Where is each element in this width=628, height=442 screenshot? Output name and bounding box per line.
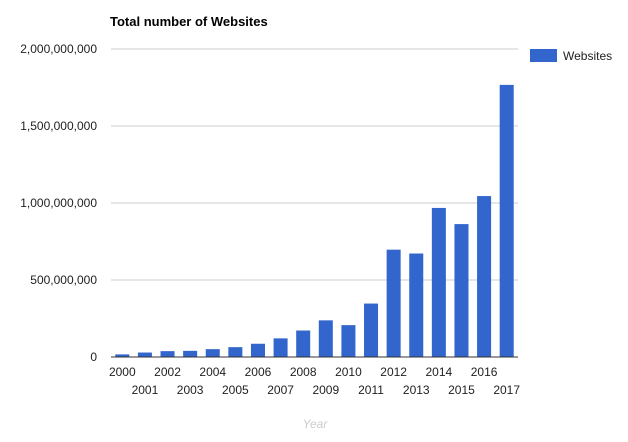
bar-2009[interactable] bbox=[318, 320, 333, 357]
bar-2010[interactable] bbox=[341, 325, 356, 357]
bar-2003[interactable] bbox=[183, 350, 198, 357]
x-tick-label: 2007 bbox=[267, 383, 294, 397]
chart-title: Total number of Websites bbox=[110, 14, 268, 29]
bar-2004[interactable] bbox=[205, 349, 220, 357]
x-tick-label: 2010 bbox=[335, 365, 362, 379]
bar-2017[interactable] bbox=[499, 84, 514, 357]
bar-2005[interactable] bbox=[228, 347, 243, 357]
x-axis-title: Year bbox=[303, 417, 329, 431]
bar-2014[interactable] bbox=[431, 207, 446, 357]
x-tick-label: 2016 bbox=[471, 365, 498, 379]
x-tick-label: 2012 bbox=[380, 365, 407, 379]
y-axis-tick-labels: 0 500,000,000 1,000,000,000 1,500,000,000 2,… bbox=[20, 42, 97, 364]
bar-2002[interactable] bbox=[160, 351, 175, 357]
x-tick-label: 2009 bbox=[312, 383, 339, 397]
y-tick-label: 0 bbox=[90, 350, 97, 364]
bar-2000[interactable] bbox=[115, 354, 130, 357]
bar-2001[interactable] bbox=[137, 352, 152, 357]
bar-2008[interactable] bbox=[296, 330, 311, 357]
x-tick-label: 2003 bbox=[177, 383, 204, 397]
x-tick-label: 2014 bbox=[426, 365, 453, 379]
y-tick-label: 1,500,000,000 bbox=[20, 119, 97, 133]
x-tick-label: 2017 bbox=[493, 383, 520, 397]
x-tick-label: 2011 bbox=[358, 383, 384, 397]
x-tick-label: 2013 bbox=[403, 383, 430, 397]
bar-2016[interactable] bbox=[477, 196, 492, 357]
bar-2013[interactable] bbox=[409, 253, 424, 357]
bar-2007[interactable] bbox=[273, 338, 288, 357]
x-axis-tick-labels: 2000 2001 2002 2003 2004 2005 2006 2007 2008 2009… bbox=[109, 365, 520, 397]
bar-2012[interactable] bbox=[386, 249, 401, 357]
y-tick-label: 500,000,000 bbox=[30, 273, 97, 287]
bar-2006[interactable] bbox=[250, 343, 265, 357]
legend-swatch-websites bbox=[530, 49, 557, 62]
bars bbox=[115, 84, 514, 357]
x-tick-label: 2005 bbox=[222, 383, 249, 397]
x-tick-label: 2004 bbox=[199, 365, 226, 379]
legend[interactable]: Websites bbox=[530, 49, 612, 63]
bar-2015[interactable] bbox=[454, 224, 469, 357]
x-tick-label: 2001 bbox=[132, 383, 159, 397]
x-tick-label: 2015 bbox=[448, 383, 475, 397]
legend-label-websites: Websites bbox=[563, 49, 612, 63]
gridlines bbox=[111, 48, 518, 281]
x-tick-label: 2002 bbox=[154, 365, 181, 379]
x-tick-label: 2000 bbox=[109, 365, 136, 379]
x-tick-label: 2008 bbox=[290, 365, 317, 379]
x-tick-label: 2006 bbox=[245, 365, 272, 379]
bar-2011[interactable] bbox=[364, 303, 379, 357]
y-tick-label: 1,000,000,000 bbox=[20, 196, 97, 210]
y-tick-label: 2,000,000,000 bbox=[20, 42, 97, 56]
